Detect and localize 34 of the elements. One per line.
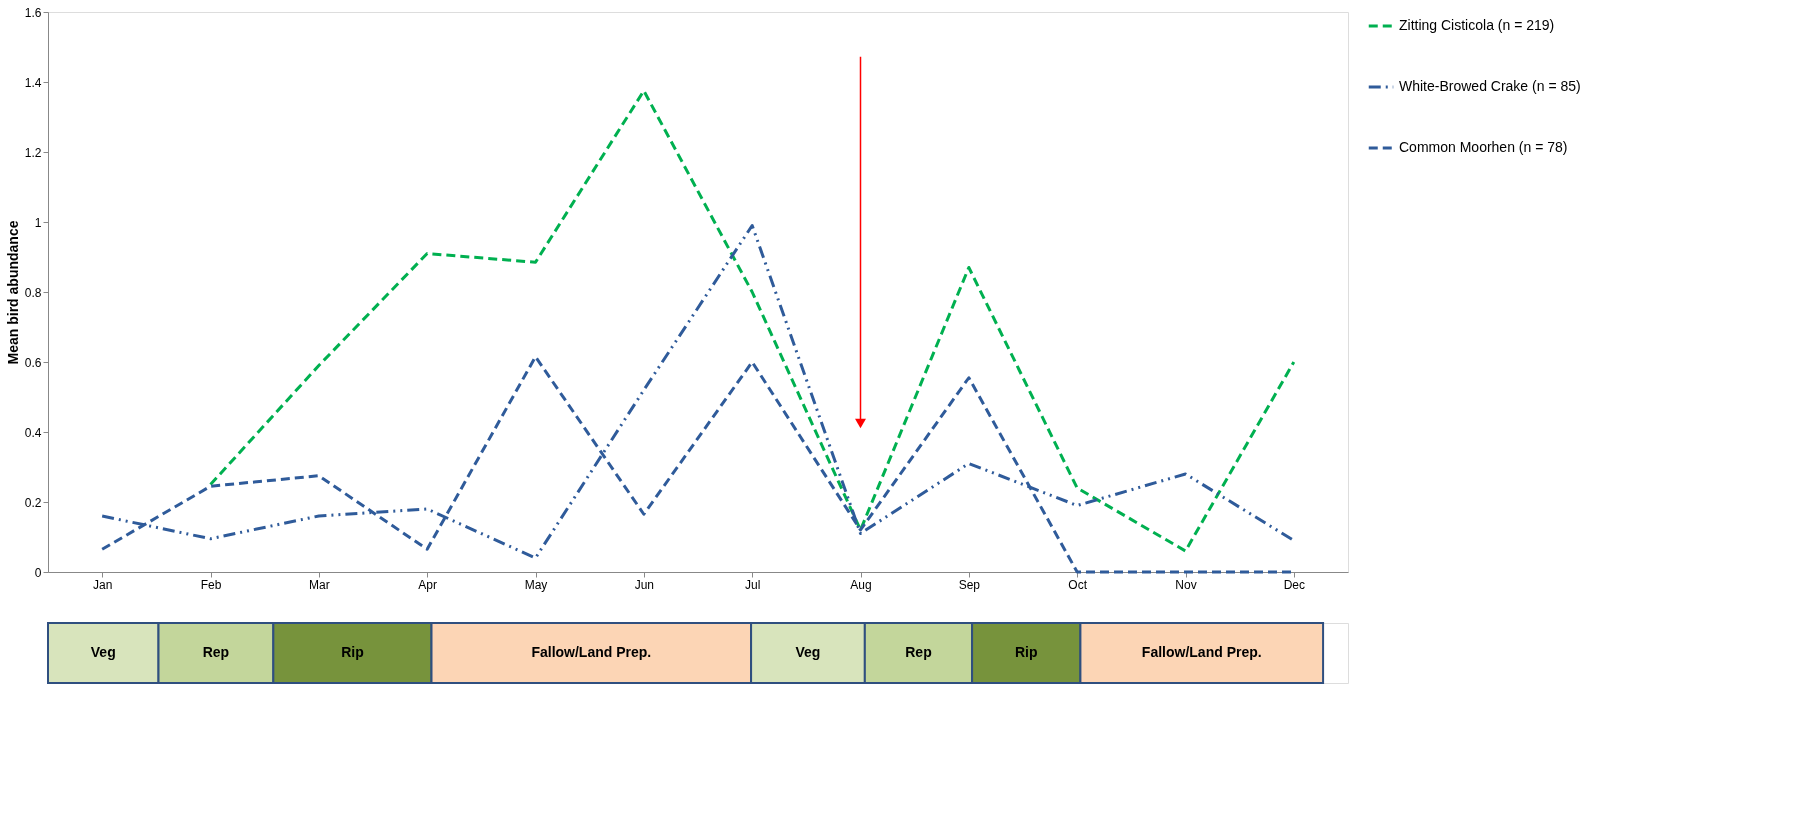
x-tick-label: Apr [418, 577, 438, 592]
y-axis-title: Mean bird abundance [4, 220, 21, 365]
y-tick-label: 0.6 [24, 355, 42, 370]
x-tick-label: Mar [309, 577, 330, 592]
legend-label: White-Browed Crake (n = 85) [1399, 78, 1581, 94]
text: Veg [795, 644, 821, 660]
x-tick-label: Feb [200, 577, 222, 592]
y-tick-label: 0.4 [24, 425, 42, 440]
y-tick-label: 0 [34, 565, 42, 580]
y-tick-label: 1.6 [24, 5, 42, 20]
x-tick-label: Jul [744, 577, 761, 592]
text: Rip [1014, 644, 1038, 660]
text: Fallow/Land Prep. [1141, 644, 1262, 660]
y-tick-label: 1.2 [24, 145, 42, 160]
text: Fallow/Land Prep. [531, 644, 652, 660]
legend-label: Common Moorhen (n = 78) [1399, 139, 1568, 155]
y-tick-label: 1 [34, 215, 42, 230]
x-tick-label: Oct [1068, 577, 1088, 592]
x-tick-label: May [524, 577, 548, 592]
text: Veg [90, 644, 116, 660]
x-tick-label: Aug [850, 577, 872, 592]
x-tick-label: Nov [1175, 577, 1197, 592]
x-tick-label: Jun [634, 577, 655, 592]
text: Rep [202, 644, 230, 660]
x-tick-label: Jan [92, 577, 113, 592]
y-tick-label: 0.8 [24, 285, 42, 300]
legend-label: Zitting Cisticola (n = 219) [1399, 17, 1555, 33]
x-tick-label: Sep [958, 577, 981, 592]
x-tick-label: Dec [1283, 577, 1306, 592]
text: Rep [905, 644, 932, 660]
y-tick-label: 1.4 [24, 75, 42, 90]
text: Rip [341, 644, 364, 660]
line-series [209, 89, 1296, 553]
y-tick-label: 0.2 [24, 495, 42, 510]
